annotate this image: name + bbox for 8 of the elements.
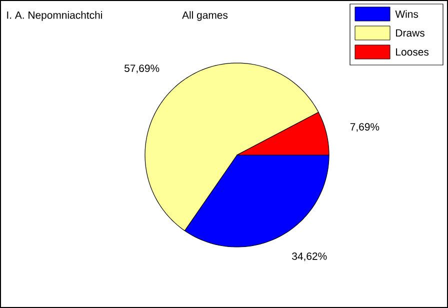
legend-label: Draws	[396, 29, 424, 37]
data-label: 34,62%	[292, 252, 327, 262]
legend-label: Looses	[396, 48, 429, 56]
legend-label: Wins	[395, 10, 418, 18]
data-label: 7,69%	[350, 123, 380, 132]
text: All games	[182, 11, 228, 21]
data-label: 57,69%	[124, 64, 160, 74]
text: I. A. Nepomniachtchi	[7, 11, 102, 21]
